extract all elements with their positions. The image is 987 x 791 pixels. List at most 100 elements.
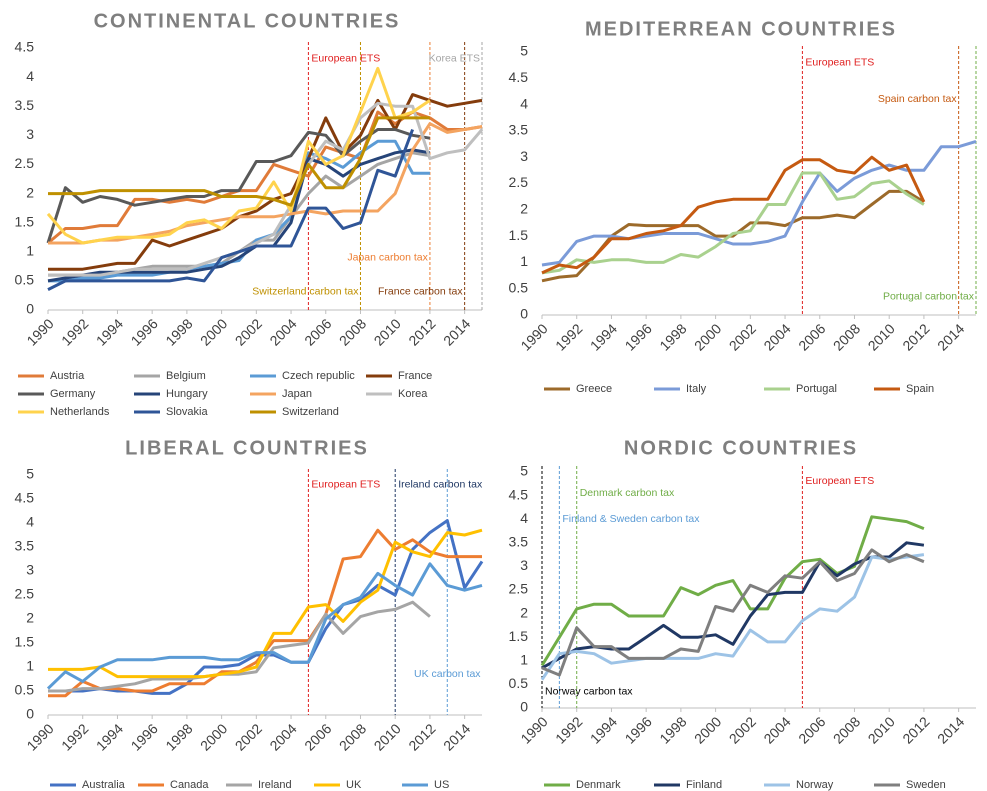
y-tick-label: 4 xyxy=(520,95,528,111)
legend-label: Denmark xyxy=(576,779,621,791)
x-tick-label: 1994 xyxy=(587,713,620,746)
y-tick-label: 1.5 xyxy=(509,628,529,644)
y-tick-label: 0 xyxy=(520,699,528,715)
x-tick-label: 2010 xyxy=(371,315,404,348)
y-tick-label: 2.5 xyxy=(15,586,35,602)
x-tick-label: 2000 xyxy=(197,720,230,753)
series-line xyxy=(540,515,925,667)
x-tick-label: 2014 xyxy=(440,315,473,348)
x-tick-label: 1996 xyxy=(622,713,655,746)
x-tick-label: 1990 xyxy=(23,720,56,753)
event-label: France carbon tax xyxy=(378,285,463,297)
x-tick-label: 1998 xyxy=(656,320,689,353)
x-tick-label: 2002 xyxy=(232,720,265,753)
y-tick-label: 3.5 xyxy=(15,97,35,113)
y-tick-label: 3.5 xyxy=(15,538,35,554)
x-tick-label: 2002 xyxy=(726,713,759,746)
x-tick-label: 1990 xyxy=(517,320,550,353)
series-line xyxy=(48,528,483,679)
x-tick-label: 1992 xyxy=(552,713,585,746)
series-line xyxy=(46,66,431,245)
series-line xyxy=(48,519,484,695)
x-tick-label: 2010 xyxy=(865,713,898,746)
x-tick-label: 1994 xyxy=(93,315,126,348)
y-tick-label: 0.5 xyxy=(15,682,35,698)
y-tick-label: 3.5 xyxy=(509,122,529,138)
event-label: Ireland carbon tax xyxy=(398,478,483,490)
y-tick-label: 4 xyxy=(520,510,528,526)
x-tick-label: 1992 xyxy=(552,320,585,353)
series-line xyxy=(48,101,484,277)
legend-label: Greece xyxy=(576,383,612,395)
y-tick-label: 4.5 xyxy=(509,486,529,502)
x-tick-label: 2012 xyxy=(405,720,438,753)
chart-title: CONTINENTAL COUNTRIES xyxy=(94,10,401,32)
event-label: Denmark carbon tax xyxy=(580,487,675,499)
x-tick-label: 2012 xyxy=(899,320,932,353)
x-tick-label: 1996 xyxy=(128,315,161,348)
legend-label: Sweden xyxy=(906,779,946,791)
series-line xyxy=(47,128,415,291)
x-tick-label: 1990 xyxy=(517,713,550,746)
y-tick-label: 0 xyxy=(26,301,34,317)
series-line xyxy=(48,93,483,271)
series-line xyxy=(48,139,430,283)
legend-label: Australia xyxy=(82,779,126,791)
x-tick-label: 1996 xyxy=(622,320,655,353)
y-tick-label: 1 xyxy=(520,253,528,269)
event-label: European ETS xyxy=(311,52,380,64)
y-tick-label: 2.5 xyxy=(509,581,529,597)
legend-label: US xyxy=(434,779,449,791)
y-tick-label: 2.5 xyxy=(15,155,35,171)
legend-label: Czech republic xyxy=(282,370,355,382)
legend-label: Spain xyxy=(906,383,934,395)
x-tick-label: 2014 xyxy=(934,320,967,353)
y-tick-label: 3 xyxy=(26,126,34,142)
x-tick-label: 2012 xyxy=(405,315,438,348)
x-tick-label: 1994 xyxy=(93,720,126,753)
event-label: European ETS xyxy=(805,56,874,68)
series-line xyxy=(541,155,926,275)
x-tick-label: 1996 xyxy=(128,720,161,753)
legend-label: Norway xyxy=(796,779,834,791)
legend-label: Austria xyxy=(50,370,85,382)
x-tick-label: 2002 xyxy=(232,315,265,348)
legend-label: Hungary xyxy=(166,388,208,400)
y-tick-label: 5 xyxy=(520,43,528,59)
event-label: Korea ETS xyxy=(429,52,480,64)
event-label: European ETS xyxy=(805,475,874,487)
event-label: Japan carbon tax xyxy=(347,251,428,263)
x-tick-label: 2000 xyxy=(691,713,724,746)
event-label: Spain carbon tax xyxy=(878,93,958,105)
legend-label: Korea xyxy=(398,388,428,400)
series-line xyxy=(48,122,483,245)
y-tick-label: 1 xyxy=(520,652,528,668)
y-tick-label: 0 xyxy=(26,706,34,722)
series-line xyxy=(540,553,925,681)
legend-label: Slovakia xyxy=(166,406,208,418)
y-tick-label: 3 xyxy=(26,562,34,578)
legend-label: Italy xyxy=(686,383,707,395)
event-label: European ETS xyxy=(311,478,380,490)
y-tick-label: 5 xyxy=(520,463,528,479)
legend-label: Portugal xyxy=(796,383,837,395)
x-tick-label: 1998 xyxy=(656,713,689,746)
x-tick-label: 2004 xyxy=(266,315,299,348)
y-tick-label: 1 xyxy=(26,658,34,674)
y-tick-label: 3 xyxy=(520,557,528,573)
x-tick-label: 2006 xyxy=(795,320,828,353)
x-tick-label: 1998 xyxy=(162,720,195,753)
series-line xyxy=(46,128,431,244)
x-tick-label: 2004 xyxy=(266,720,299,753)
x-tick-label: 1994 xyxy=(587,320,620,353)
y-tick-label: 3 xyxy=(520,148,528,164)
series-line xyxy=(48,600,431,693)
x-tick-label: 1998 xyxy=(162,315,195,348)
legend-label: Canada xyxy=(170,779,209,791)
series-line xyxy=(541,541,925,670)
y-tick-label: 4 xyxy=(26,68,34,84)
series-line xyxy=(48,116,430,207)
x-tick-label: 2004 xyxy=(760,713,793,746)
series-line xyxy=(47,110,483,245)
